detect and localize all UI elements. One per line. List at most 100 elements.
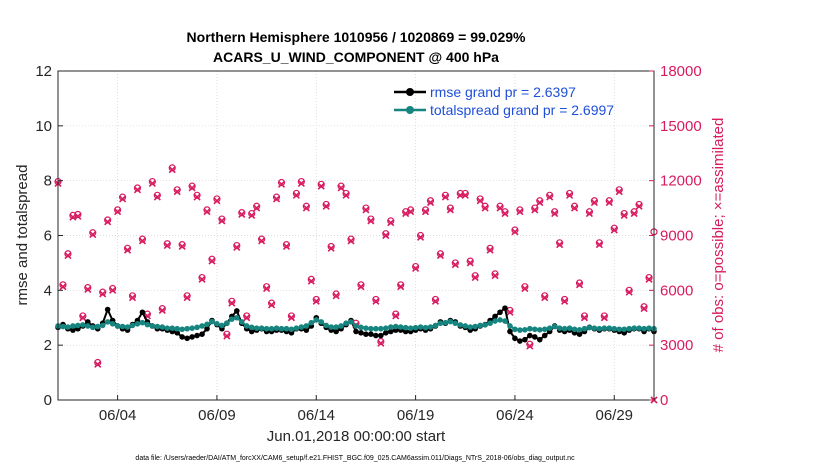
obs-possible-point (526, 340, 534, 348)
obs-assimilated-point (402, 210, 410, 218)
obs-assimilated-point (263, 284, 271, 293)
obs-possible-point (272, 193, 281, 201)
obs-assimilated-point (153, 193, 161, 201)
y2-tick-labels: 0 3000 6000 9000 12000 15000 18000 (649, 63, 702, 409)
totalspread-point (442, 319, 449, 326)
obs-assimilated-point (392, 312, 400, 320)
obs-assimilated-point (223, 332, 231, 340)
obs-possible-point (347, 235, 355, 243)
obs-possible-point (218, 215, 226, 223)
rmse-point (502, 305, 508, 311)
totalspread-point (174, 325, 180, 332)
totalspread-point (288, 326, 295, 333)
obs-assimilated-point (635, 202, 643, 210)
totalspread-point (646, 325, 652, 331)
obs-assimilated-point (332, 292, 340, 300)
rmse-point (199, 331, 205, 338)
obs-assimilated-point (158, 306, 166, 315)
obs-assimilated-point (317, 182, 325, 190)
obs-assimilated-point (258, 237, 266, 245)
obs-assimilated-point (595, 241, 603, 249)
obs-assimilated-point (243, 314, 251, 322)
totalspread-point (626, 325, 632, 332)
obs-assimilated-point (89, 231, 97, 239)
obs-possible-point (123, 244, 132, 252)
obs-possible-point (496, 202, 504, 210)
obs-assimilated-point (382, 231, 390, 240)
obs-possible-point (546, 191, 554, 199)
rmse-point (174, 330, 180, 336)
obs-possible-point (277, 178, 286, 187)
obs-possible-point (521, 283, 529, 291)
totalspread-point (139, 319, 146, 326)
rmse-point (576, 331, 583, 338)
obs-assimilated-point (451, 261, 459, 269)
obs-assimilated-point (426, 199, 435, 207)
obs-possible-point (118, 193, 127, 201)
totalspread-point (576, 327, 583, 333)
obs-possible-point (610, 224, 618, 232)
totalspread-point (517, 327, 523, 333)
legend-rmse-marker (406, 88, 414, 96)
totalspread-point (229, 316, 235, 322)
obs-assimilated-point (575, 281, 584, 289)
totalspread-point (467, 324, 474, 330)
obs-possible-point (109, 284, 117, 293)
obs-assimilated-point (188, 184, 196, 192)
obs-possible-point (377, 337, 385, 346)
rmse-point (527, 332, 533, 339)
obs-assimilated-point (94, 360, 102, 368)
y2-tick-label: 3000 (660, 337, 693, 354)
obs-assimilated-point (511, 228, 519, 236)
obs-assimilated-point (377, 339, 385, 347)
totalspread-point (477, 322, 483, 329)
obs-assimilated-point (491, 272, 499, 280)
obs-possible-point (516, 206, 524, 214)
totalspread-point (522, 327, 528, 333)
totalspread-point (392, 323, 399, 330)
obs-possible-point (158, 305, 166, 313)
totalspread-point (432, 322, 439, 329)
obs-assimilated-point (133, 186, 142, 194)
obs-possible-point (416, 231, 425, 240)
obs-possible-point (327, 242, 335, 251)
rmse-point (363, 331, 369, 338)
totalspread-point (387, 324, 394, 330)
obs-assimilated-point (501, 210, 509, 218)
chart-title: Northern Hemisphere 1010956 / 1020869 = … (187, 29, 526, 45)
totalspread-point (546, 325, 553, 331)
totalspread-point (179, 326, 185, 333)
obs-assimilated-point (551, 210, 559, 218)
totalspread-point (502, 318, 508, 324)
obs-possible-point (89, 229, 97, 237)
totalspread-point (268, 325, 275, 332)
obs-possible-point (560, 295, 569, 304)
obs-assimilated-point (277, 180, 286, 188)
totalspread-point (65, 324, 71, 330)
obs-possible-point (501, 208, 509, 216)
totalspread-point (591, 325, 598, 331)
obs-assimilated-point (645, 275, 653, 283)
obs-assimilated-point (347, 237, 355, 245)
obs-possible-point (128, 292, 137, 300)
obs-possible-point (466, 257, 474, 265)
obs-possible-point (362, 204, 370, 212)
obs-assimilated-point (208, 257, 216, 265)
rmse-point (184, 335, 190, 342)
totalspread-point (581, 325, 588, 332)
x-tick-label: 06/09 (198, 407, 236, 424)
obs-possible-point (486, 244, 494, 252)
obs-possible-point (585, 208, 594, 216)
y-tick-label: 10 (35, 118, 52, 135)
obs-assimilated-point (268, 301, 276, 309)
obs-assimilated-point (173, 188, 181, 196)
totalspread-point (119, 323, 126, 330)
totalspread-point (407, 325, 414, 331)
obs-assimilated-point (610, 226, 618, 234)
obs-possible-point (426, 197, 435, 205)
rmse-point (536, 336, 543, 343)
obs-assimilated-point (566, 191, 574, 199)
series-lines (55, 305, 657, 344)
obs-possible-point (595, 239, 603, 247)
totalspread-point (273, 325, 280, 331)
